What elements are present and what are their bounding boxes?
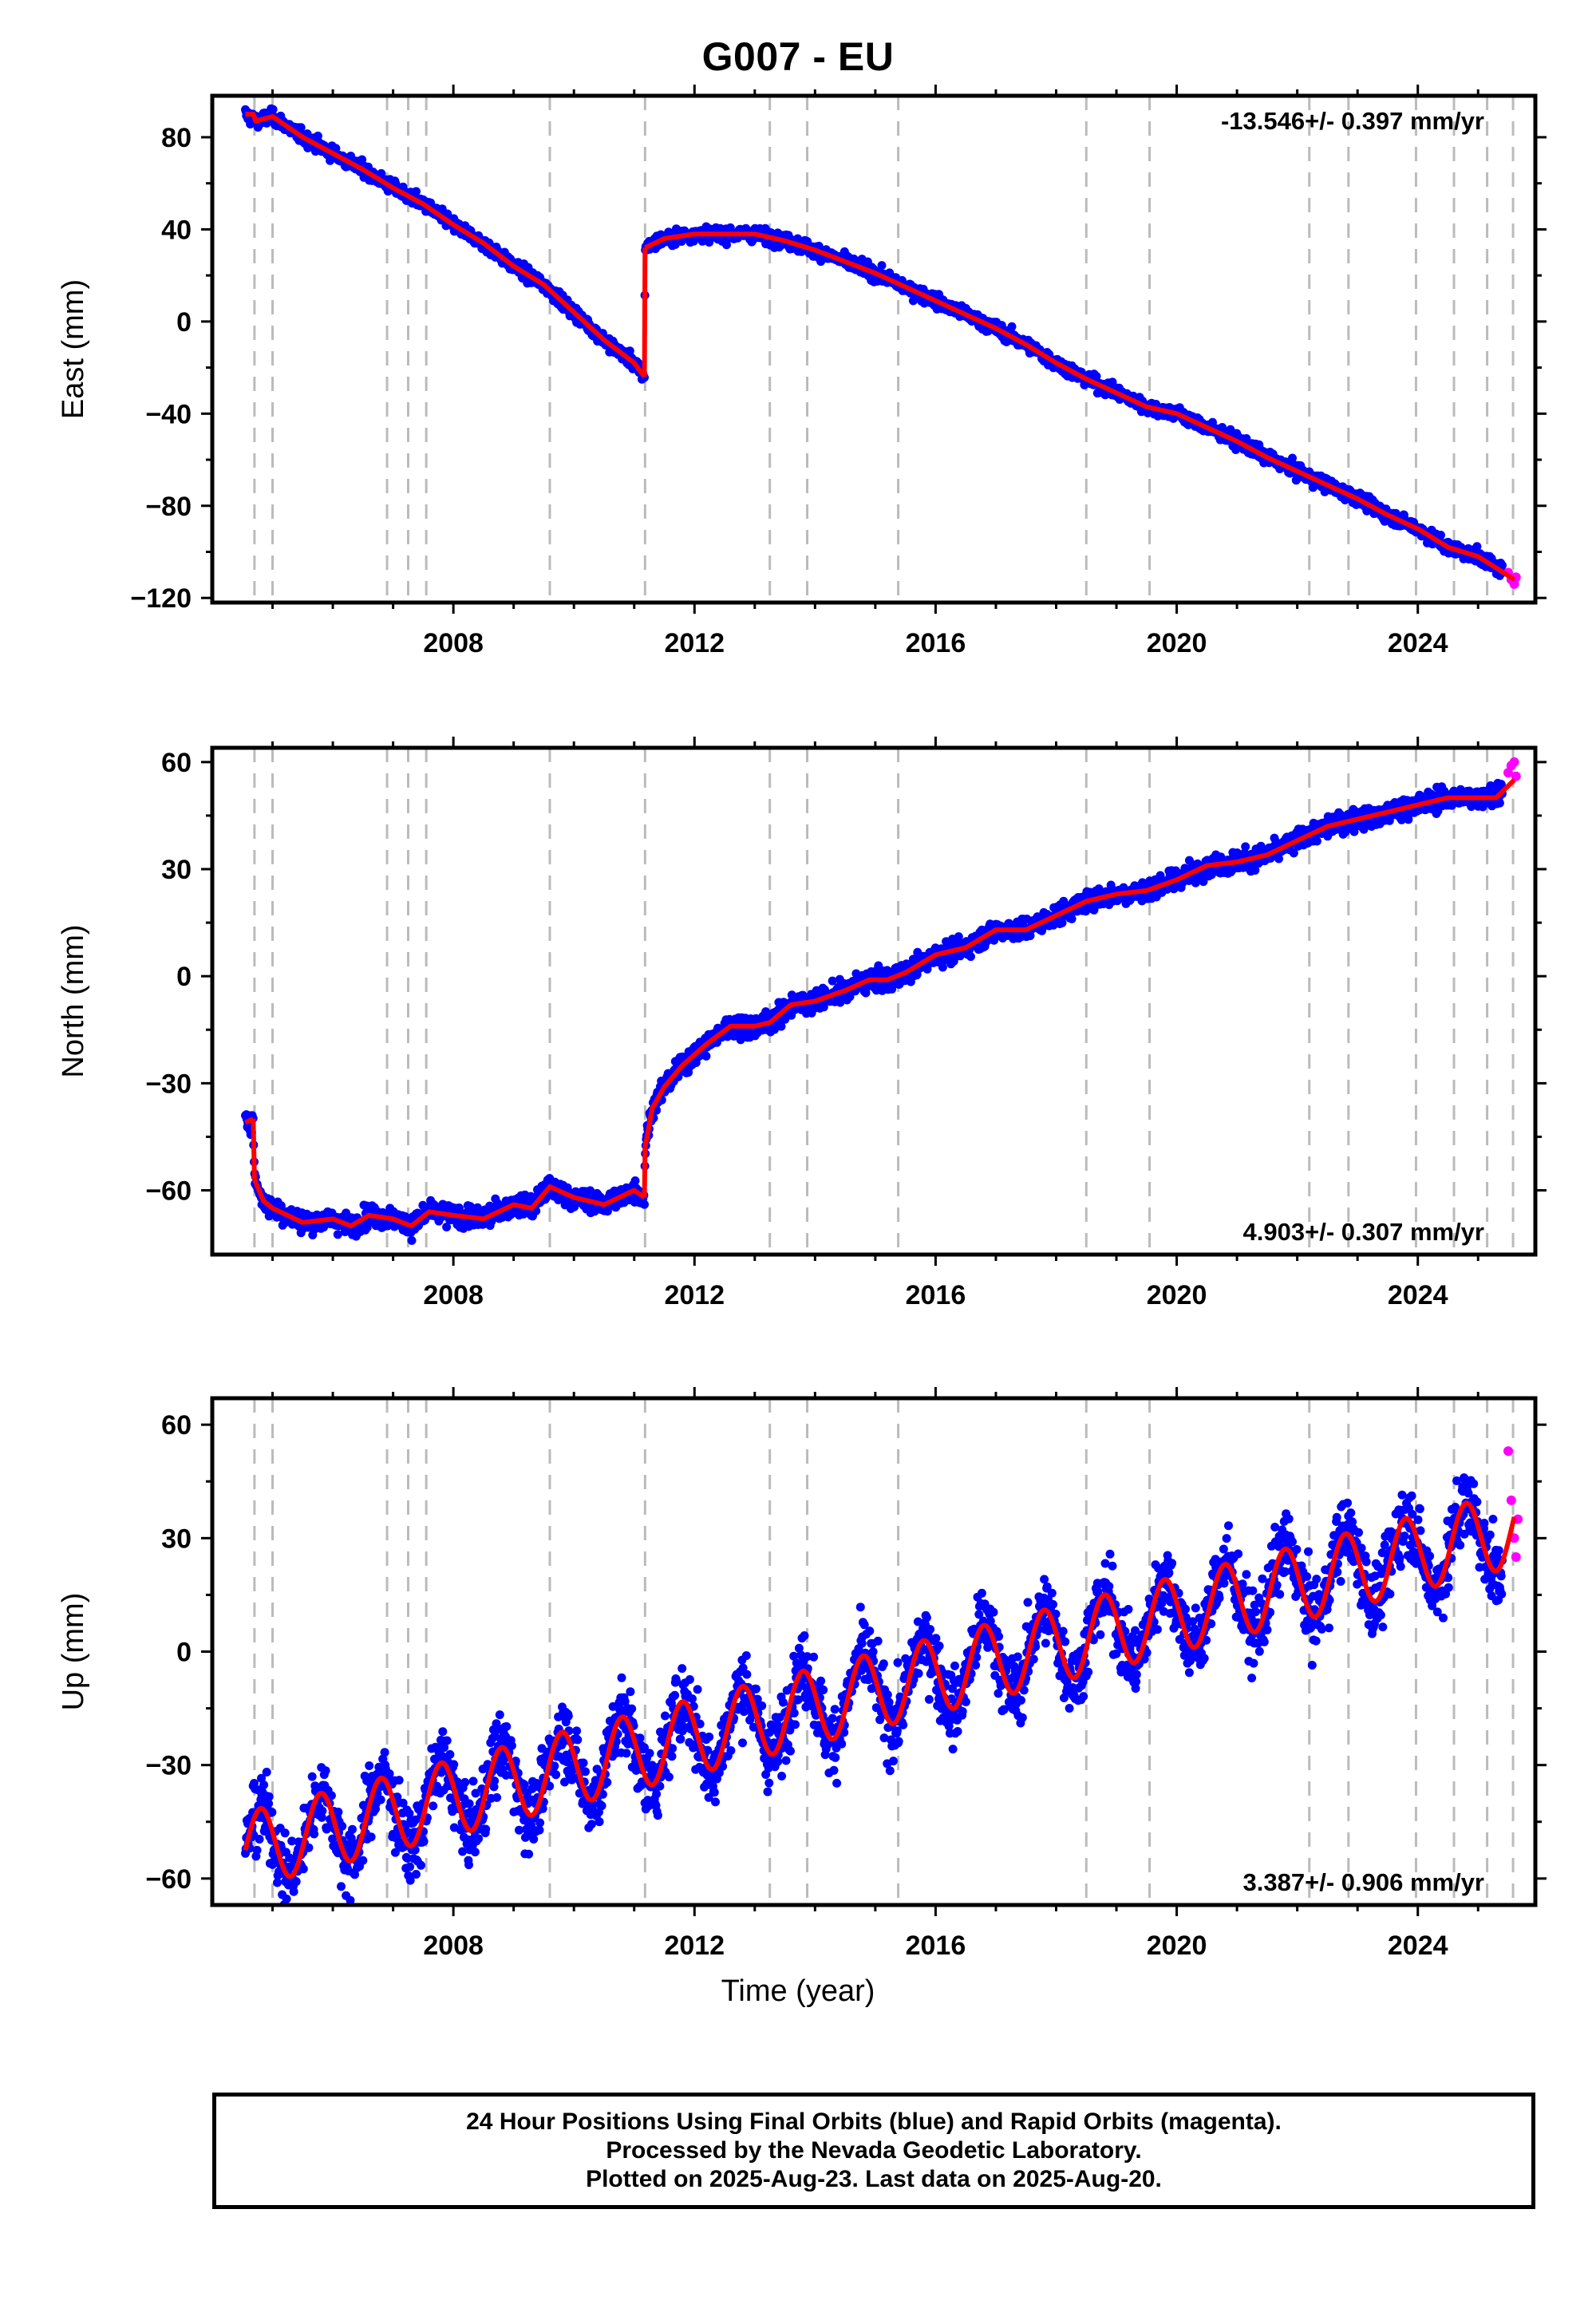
final-orbit-point <box>1289 848 1298 858</box>
model-fit-line <box>245 112 647 378</box>
chart-title: G007 - EU <box>701 34 895 79</box>
panel-frame <box>210 93 1538 605</box>
y-axis-title: East (mm) <box>57 279 90 419</box>
x-tick-label: 2020 <box>1147 628 1207 658</box>
final-orbit-point <box>1241 842 1250 852</box>
final-orbit-point <box>313 131 322 140</box>
final-orbit-point <box>701 1051 711 1061</box>
y-tick-label: −120 <box>130 583 192 614</box>
y-tick-label: 0 <box>176 307 192 338</box>
final-orbit-point <box>828 976 837 986</box>
final-orbit-point <box>640 1199 649 1209</box>
final-orbit-point <box>586 1186 595 1196</box>
model-offset-step <box>642 247 648 377</box>
final-orbit-point <box>442 1223 452 1231</box>
final-orbit-point <box>412 187 421 196</box>
y-tick-label: −40 <box>145 399 192 429</box>
final-orbit-point <box>268 105 278 114</box>
final-orbit-point <box>570 1202 579 1211</box>
final-orbit-point <box>954 932 963 942</box>
x-tick-label: 2016 <box>906 628 966 658</box>
timeseries-plots: 80 40 0 −40 −80 −120 2008 2012 2016 2020 2024 East … <box>57 85 1547 1961</box>
final-orbit-point <box>407 1235 417 1245</box>
x-tick-label: 2024 <box>1388 628 1448 658</box>
x-tick-label: 2008 <box>423 628 484 658</box>
final-orbit-point <box>1274 854 1283 864</box>
final-orbit-point <box>966 952 975 962</box>
data-layer <box>241 104 1521 589</box>
data-layer <box>241 757 1521 1245</box>
final-orbit-point <box>1312 836 1321 846</box>
final-orbit-point <box>877 261 887 271</box>
final-orbit-point <box>1007 322 1017 331</box>
final-orbit-point <box>1288 453 1297 463</box>
y-tick-label: 40 <box>161 215 192 245</box>
final-orbit-point <box>938 962 947 972</box>
final-orbit-point <box>1092 372 1101 381</box>
y-tick-label: 80 <box>161 123 192 153</box>
y-tick-label: −80 <box>145 492 192 522</box>
final-orbit-point <box>776 1022 786 1031</box>
final-orbit-point <box>630 1176 640 1185</box>
final-orbit-point <box>887 984 897 994</box>
x-tick-label: 2012 <box>664 628 725 658</box>
final-orbit-point <box>1057 918 1067 927</box>
final-orbit-point <box>296 123 306 132</box>
final-orbit-point <box>1242 434 1251 443</box>
final-orbit-point <box>1498 560 1507 570</box>
final-orbit-point <box>625 346 634 356</box>
final-orbit-point <box>1436 531 1445 539</box>
final-orbit-point <box>1067 914 1077 923</box>
final-orbit-point <box>1250 866 1260 875</box>
velocity-label: -13.546+/- 0.397 mm/yr <box>1221 107 1484 135</box>
model-fit-line <box>644 231 1516 582</box>
final-orbit-point <box>1472 542 1482 551</box>
final-orbit-point <box>333 1230 342 1239</box>
panel-east: 80 40 0 −40 −80 −120 2008 2012 2016 2020 2024 East … <box>57 85 1547 658</box>
final-orbit-point <box>331 144 341 153</box>
final-orbit-point <box>949 956 958 966</box>
